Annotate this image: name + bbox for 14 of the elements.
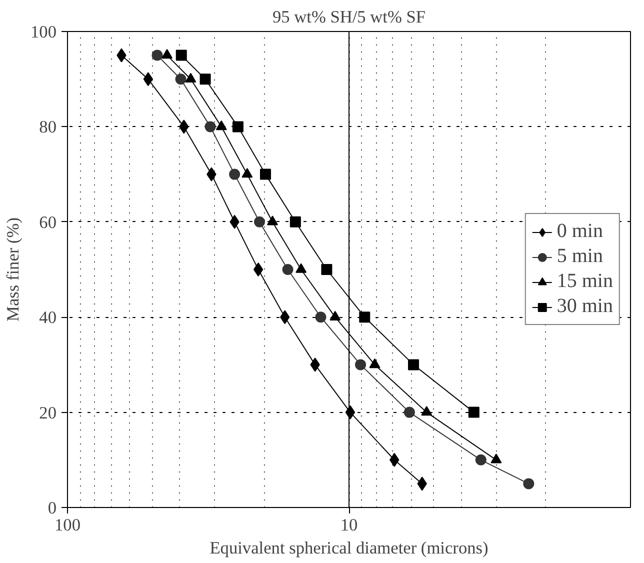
y-tick-label: 100 xyxy=(30,22,57,42)
legend-label: 0 min xyxy=(556,220,603,243)
x-axis-title: Equivalent spherical diameter (microns) xyxy=(210,538,489,558)
y-axis-title: Mass finer (%) xyxy=(4,217,23,322)
chart-title: 95 wt% SH/5 wt% SF xyxy=(272,8,426,26)
y-tick-label: 60 xyxy=(39,212,56,232)
y-tick-label: 20 xyxy=(39,403,56,422)
y-tick-label: 80 xyxy=(39,118,56,137)
x-tick-label: 10 xyxy=(340,516,358,534)
legend-label: 30 min xyxy=(556,295,613,318)
legend-label: 5 min xyxy=(556,245,603,268)
y-tick-label: 0 xyxy=(48,498,57,518)
y-tick-label: 40 xyxy=(39,308,56,328)
legend-label: 15 min xyxy=(556,270,613,293)
